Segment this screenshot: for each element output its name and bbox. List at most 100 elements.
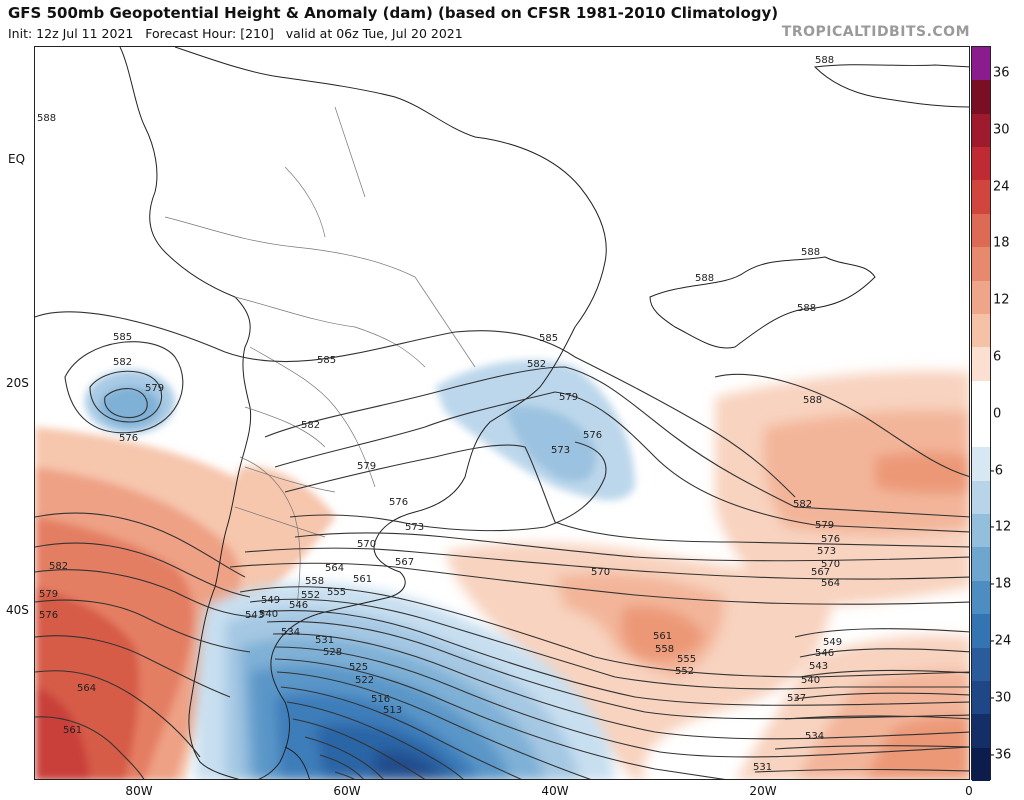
contour-label: 588 xyxy=(695,273,714,284)
contour-label: 582 xyxy=(301,420,320,431)
contour-534 xyxy=(280,686,522,779)
lon-label-80w: 80W xyxy=(125,784,153,798)
contour-label: 555 xyxy=(327,587,346,598)
contour-label: 570 xyxy=(821,559,840,570)
contour-label: 579 xyxy=(145,383,164,394)
colorbar-tick-label: -18 xyxy=(990,576,1012,592)
contour-528 xyxy=(292,718,426,779)
africa-coast-line xyxy=(649,256,876,349)
colorbar-segment xyxy=(972,480,990,515)
colorbar-segment xyxy=(972,347,990,382)
colorbar-segment xyxy=(972,280,990,315)
contour-588-east xyxy=(714,373,969,477)
colorbar-segment xyxy=(972,547,990,582)
contour-546 xyxy=(274,646,969,758)
colorbar-segment xyxy=(972,680,990,715)
lon-label-0: 0 xyxy=(965,784,973,798)
colorbar-tick-label: 18 xyxy=(993,235,1010,251)
contour-579 xyxy=(274,391,969,533)
chart-subtitle: Init: 12z Jul 11 2021 Forecast Hour: [21… xyxy=(8,26,463,41)
contour-555 xyxy=(259,610,969,706)
brand-watermark: TROPICALTIDBITS.COM xyxy=(781,24,970,40)
contour-label: 546 xyxy=(815,648,834,659)
anomaly-colorbar xyxy=(971,46,991,782)
contour-label: 564 xyxy=(77,683,96,694)
contour-label: 579 xyxy=(39,589,58,600)
colorbar-tick-label: -36 xyxy=(990,747,1012,763)
contour-540 xyxy=(276,671,592,779)
contour-label: 588 xyxy=(815,55,834,66)
contour-573 xyxy=(289,441,607,532)
contour-561 xyxy=(239,586,969,678)
contour-label: 552 xyxy=(301,590,320,601)
contour-534-se xyxy=(774,745,969,750)
contour-564-west xyxy=(35,670,201,758)
contour-537-se xyxy=(784,715,969,720)
contour-576-closed xyxy=(104,388,148,419)
contour-label: 570 xyxy=(591,567,610,578)
colorbar-tick-label: -12 xyxy=(990,519,1012,535)
colorbar-segment xyxy=(972,647,990,682)
contour-585 xyxy=(35,311,796,498)
contour-label: 549 xyxy=(261,595,280,606)
contour-label: 537 xyxy=(787,693,806,704)
contour-label: 588 xyxy=(37,113,56,124)
contour-525 xyxy=(304,736,384,779)
contour-522 xyxy=(319,754,364,779)
colorbar-segment xyxy=(972,447,990,482)
contour-label: 585 xyxy=(317,355,336,366)
contour-label: 564 xyxy=(325,563,344,574)
contour-label: 531 xyxy=(315,635,334,646)
contour-582 xyxy=(264,366,969,518)
contour-label: 531 xyxy=(753,762,772,773)
chart-title: GFS 500mb Geopotential Height & Anomaly … xyxy=(8,4,779,22)
contour-label: 561 xyxy=(653,631,672,642)
contour-label: 579 xyxy=(559,392,578,403)
lon-label-40w: 40W xyxy=(541,784,569,798)
land-outlines xyxy=(119,47,969,779)
anomaly-negative-brazil xyxy=(435,359,635,501)
colorbar-segment xyxy=(972,414,990,448)
height-contours xyxy=(35,311,969,779)
contour-label: 573 xyxy=(551,445,570,456)
map-panel: 588 588 588 588 588 585 582 579 576 585 … xyxy=(34,46,970,780)
contour-label: 582 xyxy=(113,357,132,368)
colorbar-tick-label: 24 xyxy=(993,179,1010,195)
colorbar-segment xyxy=(972,247,990,282)
anomaly-positive-atlantic xyxy=(445,370,969,779)
contour-label: 573 xyxy=(817,546,836,557)
contour-516 xyxy=(334,771,355,779)
contour-579-closed xyxy=(89,370,163,423)
contour-570 xyxy=(294,532,969,562)
colorbar-segment xyxy=(972,80,990,115)
contour-579-west xyxy=(35,542,251,598)
colorbar-segment xyxy=(972,614,990,649)
colorbar-tick-label: 0 xyxy=(993,406,1002,422)
map-canvas: 588 588 588 588 588 585 582 579 576 585 … xyxy=(35,47,969,779)
contour-label: 558 xyxy=(655,644,674,655)
contour-label: 573 xyxy=(405,522,424,533)
contour-label: 579 xyxy=(815,520,834,531)
contour-549 xyxy=(272,633,969,740)
colorbar-tick-label: -24 xyxy=(990,633,1012,649)
contour-label: 534 xyxy=(805,731,824,742)
contour-567-west xyxy=(35,635,231,698)
contour-540-se xyxy=(794,692,969,700)
contour-558 xyxy=(249,598,969,690)
colorbar-tick-label: -30 xyxy=(990,690,1012,706)
contour-label: 549 xyxy=(823,637,842,648)
contour-label: 540 xyxy=(259,609,278,620)
contour-label-layer: 588 588 588 588 588 585 582 579 576 585 … xyxy=(37,55,842,773)
lat-label-eq: EQ xyxy=(8,152,26,166)
contour-label: 576 xyxy=(39,610,58,621)
contour-561-west xyxy=(35,716,145,779)
colorbar-tick-label: -6 xyxy=(990,463,1003,479)
contour-label: 582 xyxy=(793,499,812,510)
contour-label: 540 xyxy=(801,675,820,686)
contour-label: 588 xyxy=(803,395,822,406)
contour-label: 570 xyxy=(357,539,376,550)
lat-label-40s: 40S xyxy=(6,603,29,617)
contour-label: 534 xyxy=(281,627,300,638)
anomaly-positive-chile xyxy=(234,466,335,547)
contour-label: 564 xyxy=(821,578,840,589)
